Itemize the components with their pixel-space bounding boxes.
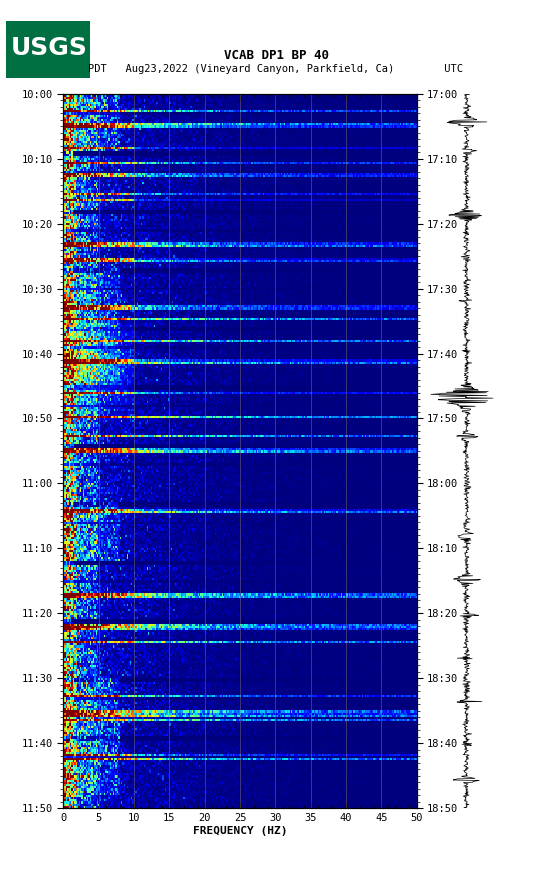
Bar [6, 21, 90, 78]
Text: VCAB DP1 BP 40: VCAB DP1 BP 40 [224, 49, 328, 63]
Text: PDT   Aug23,2022 (Vineyard Canyon, Parkfield, Ca)        UTC: PDT Aug23,2022 (Vineyard Canyon, Parkfie… [88, 64, 464, 74]
Text: USGS: USGS [10, 36, 87, 60]
X-axis label: FREQUENCY (HZ): FREQUENCY (HZ) [193, 826, 288, 836]
